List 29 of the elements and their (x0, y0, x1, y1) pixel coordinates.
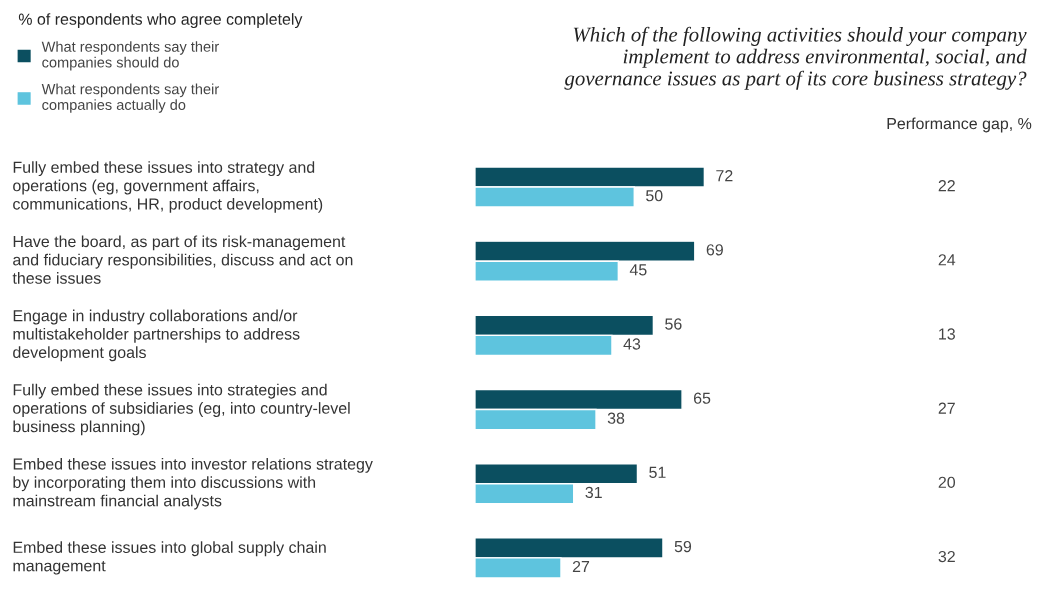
text: 22 (938, 180, 955, 192)
text: 24 (938, 254, 956, 266)
text: Which of the following activities should your company implement to address environmental, social, and governance issues as part of its core business strategy? (564, 26, 1027, 90)
data-label: 50 (646, 190, 663, 202)
data-label: 72 (716, 169, 733, 182)
data-label: 31 (585, 486, 602, 499)
y-tick-label: Have the board, as part of its risk-management and fiduciary responsibilities, discuss and act on these issues (12, 235, 353, 284)
legend-label: What respondents say their companies should do (41, 41, 219, 71)
data-label: 69 (706, 244, 723, 256)
data-label: 56 (665, 318, 682, 330)
data-label: 45 (629, 264, 647, 276)
y-tick-label: Embed these issues into investor relations strategy by incorporating them into discussions with mainstream financial analysts (13, 457, 373, 510)
text: 27 (938, 402, 955, 414)
data-label: 38 (607, 412, 625, 424)
y-tick-label: Engage in industry collaborations and/or multistakeholder partnerships to address development goals (13, 309, 300, 362)
data-label: 27 (572, 560, 590, 573)
data-label: 43 (623, 338, 641, 350)
y-tick-label: Embed these issues into global supply chain management (13, 541, 326, 575)
text: 32 (938, 550, 955, 563)
y-tick-label: Fully embed these issues into strategy and operations (eg, government affairs, communications, HR, product development) (13, 161, 323, 213)
legend-label: What respondents say their companies actually do (41, 83, 219, 113)
data-label: 59 (674, 540, 692, 553)
data-label: 51 (649, 466, 666, 479)
data-label: 65 (693, 392, 711, 404)
text: Performance gap, % (887, 117, 1032, 133)
text: 13 (939, 328, 955, 340)
y-tick-label: Fully embed these issues into strategies and operations of subsidiaries (eg, into country-level business planning) (13, 383, 350, 436)
text: 20 (938, 476, 956, 489)
legend-title: % of respondents who agree completely (18, 13, 303, 29)
